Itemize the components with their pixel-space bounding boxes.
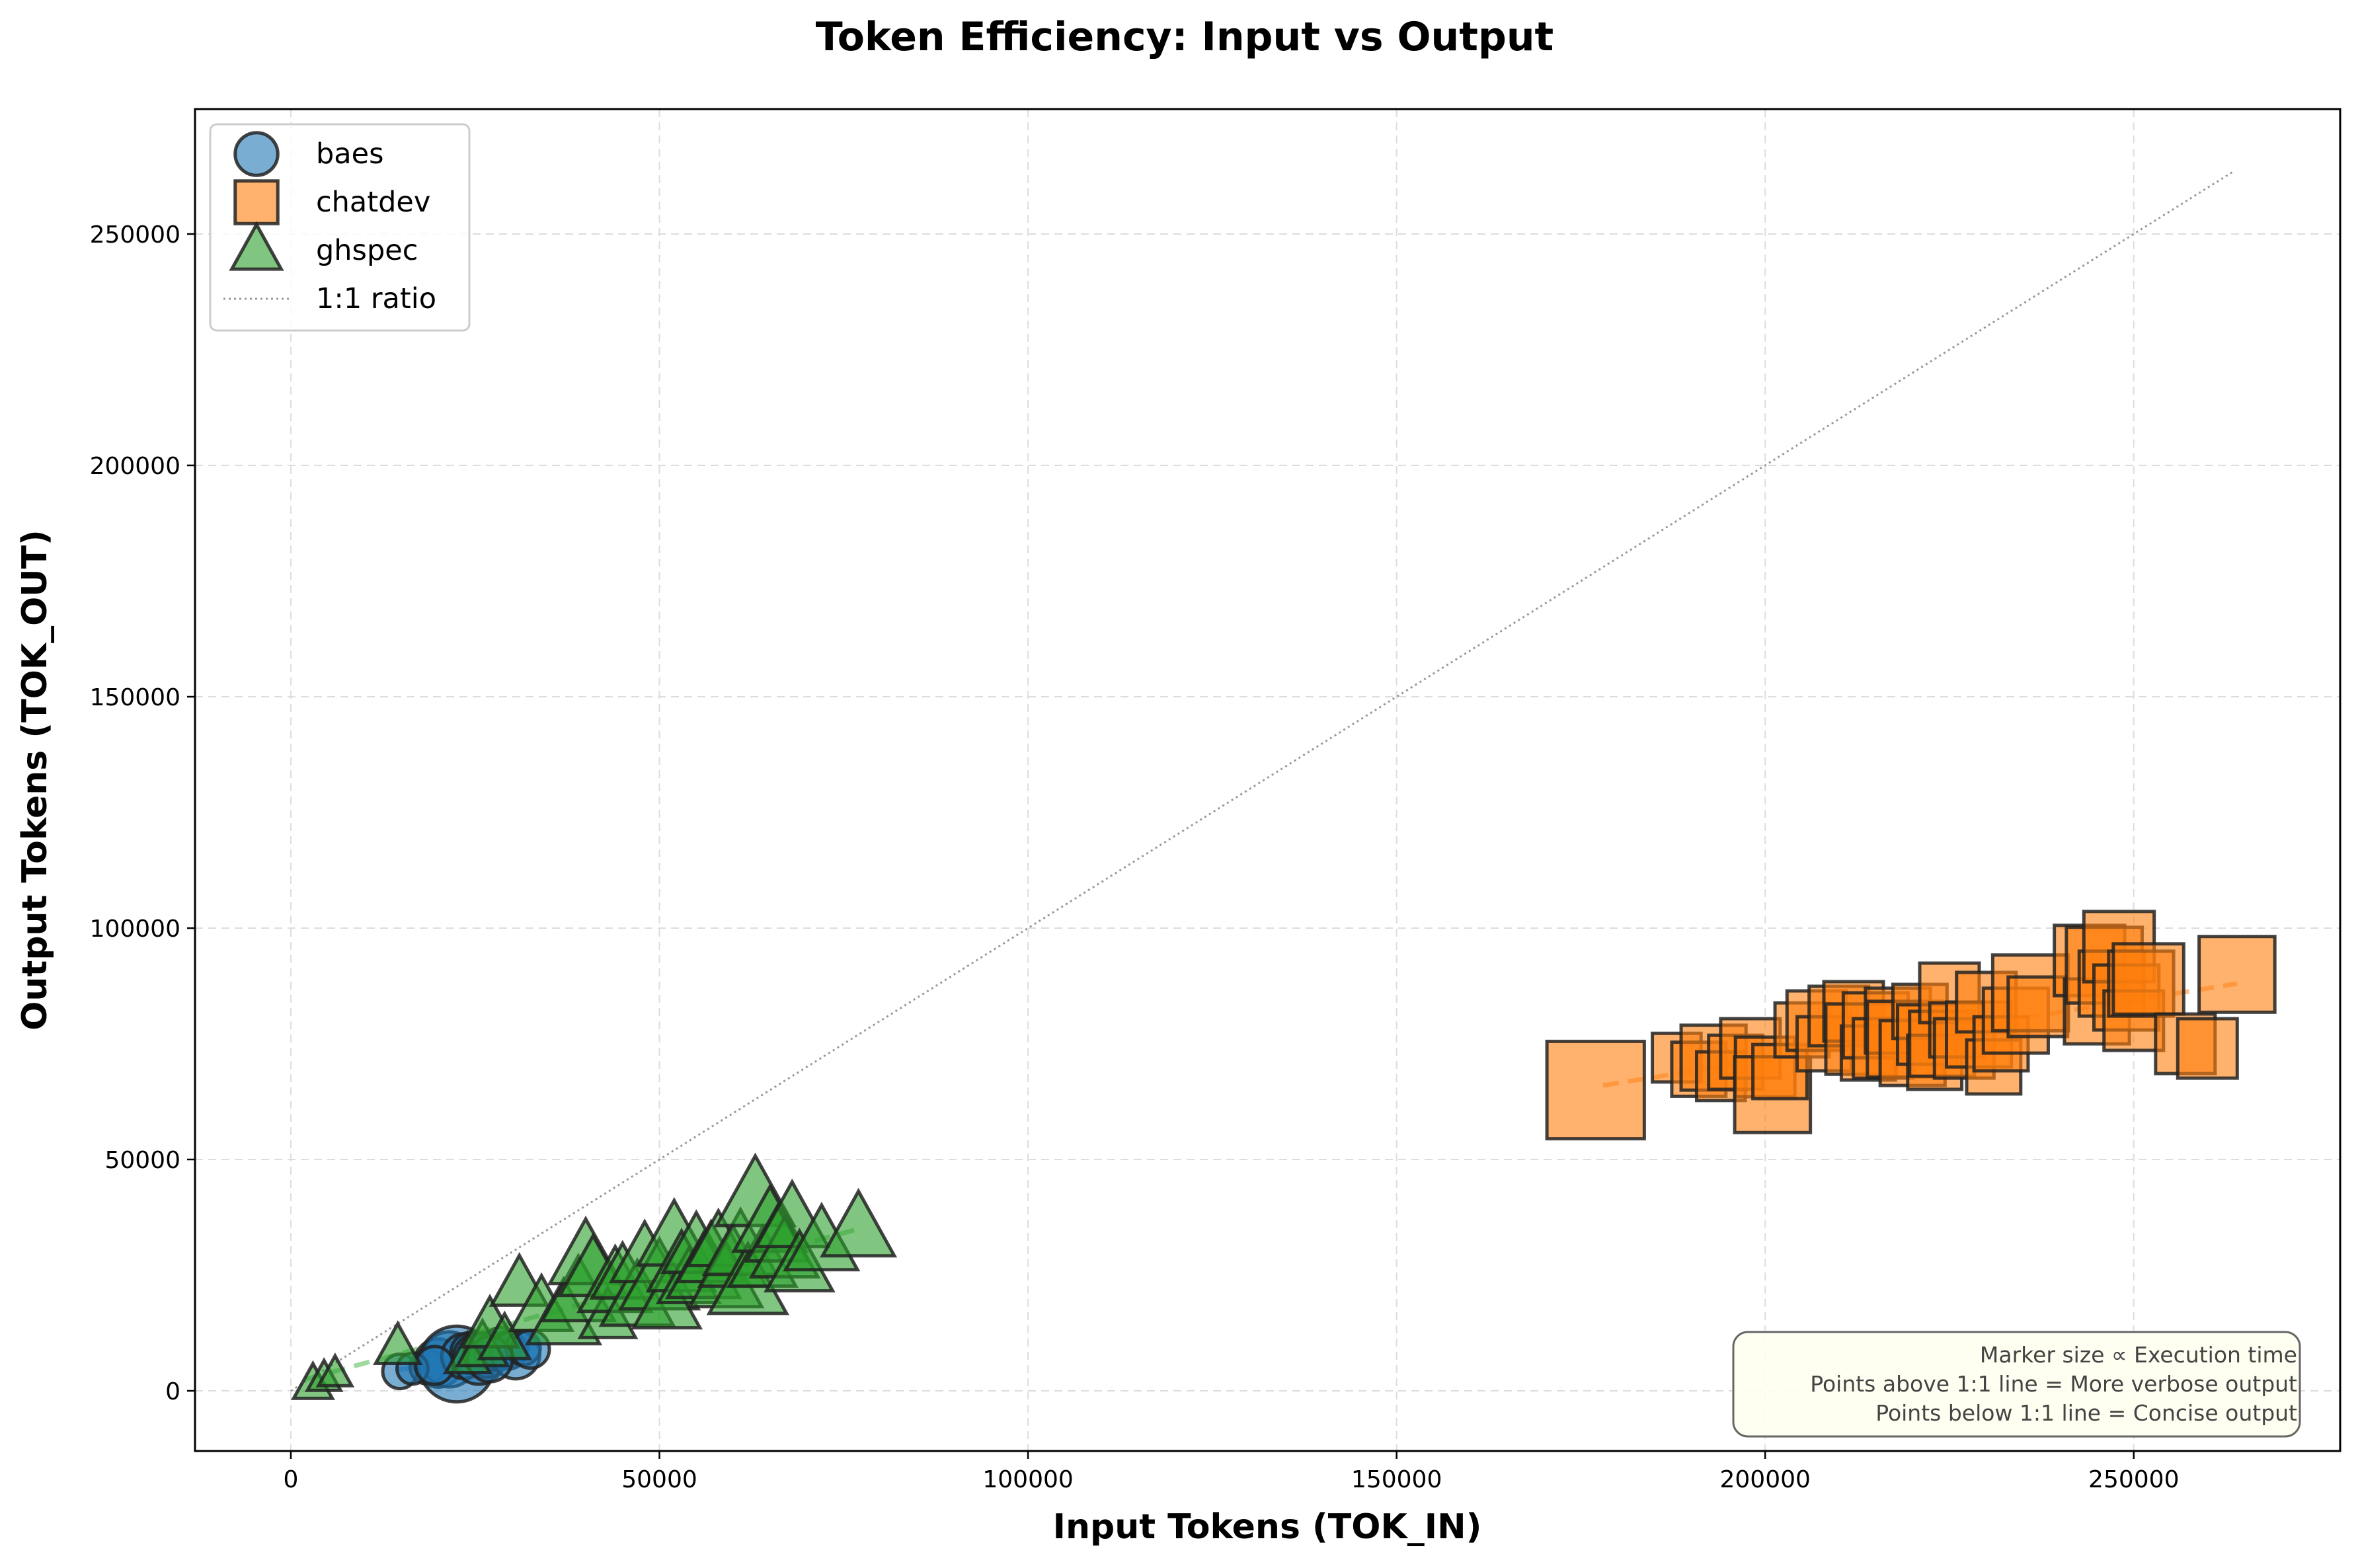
legend-marker-chatdev: [233, 179, 280, 225]
x-tick-label: 250000: [2088, 1466, 2179, 1493]
legend: baes chatdev ghspec 1:1 ratio: [209, 123, 471, 332]
data-point-ghspec: [373, 1320, 423, 1366]
y-tick-label: 150000: [90, 684, 180, 711]
data-points: [290, 910, 2277, 1404]
y-tick-label: 200000: [90, 453, 180, 480]
annotation-frame: [1732, 1331, 2301, 1438]
x-axis-ticks: 0 50000 100000 150000 200000 250000: [284, 1451, 2179, 1493]
annotation-line-1: Marker size ∝ Execution time: [1980, 1342, 2297, 1368]
chart-title: Token Efficiency: Input vs Output: [816, 14, 1554, 60]
legend-label-baes: baes: [316, 137, 384, 171]
legend-marker-baes: [233, 131, 280, 177]
data-point-chatdev: [2176, 1017, 2239, 1080]
y-axis-title: Output Tokens (TOK_OUT): [15, 529, 55, 1031]
data-point-baes: [414, 1345, 455, 1386]
reference-line-1-to-1: [290, 171, 2234, 1392]
plot-frame: [194, 108, 2341, 1452]
y-tick-label: 250000: [90, 221, 180, 249]
gridlines: [195, 109, 2340, 1451]
y-axis-ticks: 0 50000 100000 150000 200000 250000: [90, 221, 195, 1405]
legend-label-ghspec: ghspec: [316, 234, 418, 267]
y-tick-label: 0: [165, 1378, 180, 1405]
y-tick-label: 100000: [90, 916, 180, 943]
x-axis-title: Input Tokens (TOK_IN): [1053, 1507, 1482, 1547]
x-tick-label: 50000: [621, 1466, 697, 1493]
legend-label-chatdev: chatdev: [316, 186, 430, 219]
legend-items: [223, 131, 290, 300]
data-point-ghspec: [820, 1187, 898, 1258]
x-tick-label: 0: [284, 1466, 299, 1493]
data-point-chatdev: [2197, 935, 2277, 1014]
x-tick-label: 200000: [1719, 1466, 1810, 1493]
annotation-box: Marker size ∝ Execution time Points abov…: [1732, 1331, 2301, 1438]
data-point-ghspec: [315, 1352, 355, 1388]
data-point-ghspec: [477, 1310, 533, 1360]
annotation-line-2: Points above 1:1 line = More verbose out…: [1810, 1371, 2297, 1397]
y-tick-label: 50000: [104, 1147, 180, 1174]
legend-marker-ghspec: [229, 221, 284, 271]
x-tick-label: 100000: [982, 1466, 1073, 1493]
legend-label-reference-line: 1:1 ratio: [316, 282, 436, 315]
reference-line-layer: [290, 171, 2234, 1392]
annotation-line-3: Points below 1:1 line = Concise output: [1875, 1400, 2297, 1426]
data-point-chatdev: [1545, 1039, 1646, 1141]
legend-frame: [209, 123, 471, 332]
data-point-chatdev: [2111, 942, 2185, 1016]
x-tick-label: 150000: [1351, 1466, 1442, 1493]
